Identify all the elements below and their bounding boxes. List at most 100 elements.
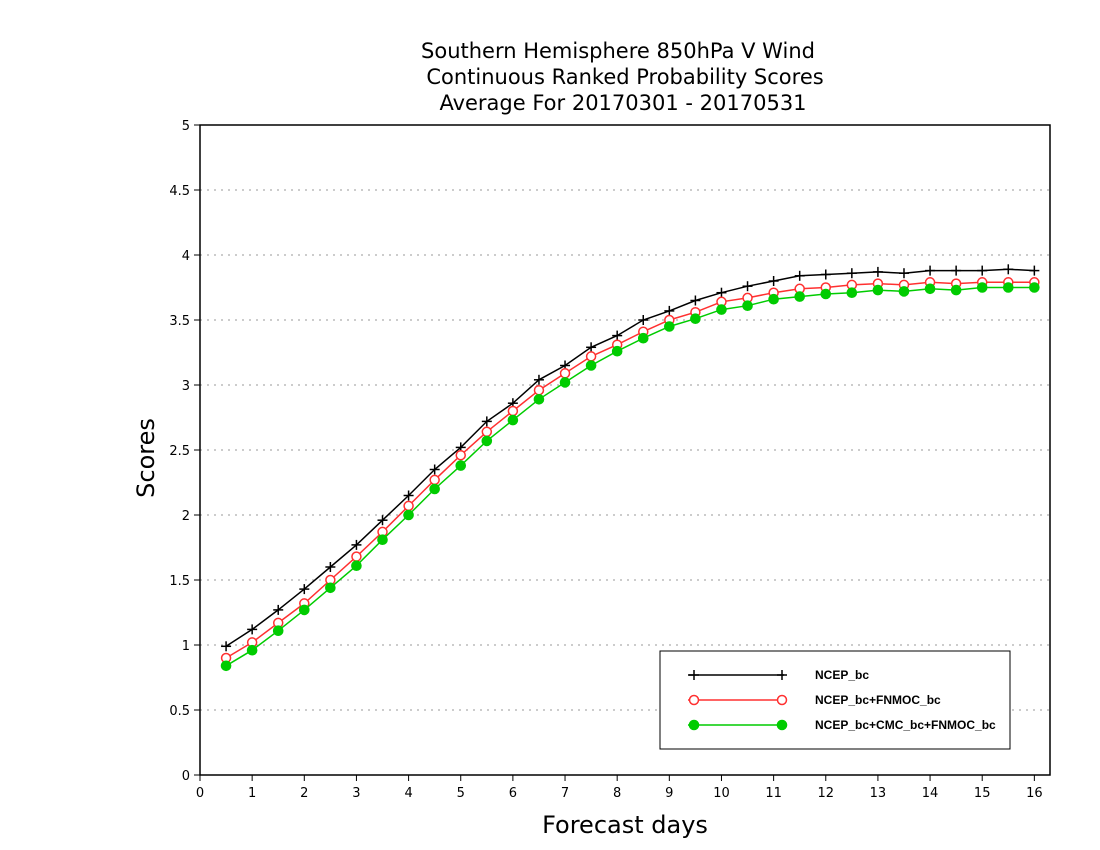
plus-marker bbox=[951, 265, 962, 276]
y-tick-label: 5 bbox=[182, 119, 190, 134]
filled-circle-marker bbox=[664, 321, 675, 332]
legend-entry: NCEP_bc+FNMOC_bc bbox=[688, 693, 941, 707]
plus-marker bbox=[351, 539, 362, 550]
x-tick-label: 2 bbox=[300, 786, 308, 801]
filled-circle-marker bbox=[768, 293, 779, 305]
y-tick-label: 3.5 bbox=[169, 314, 190, 329]
plus-marker bbox=[221, 641, 232, 652]
plus-marker bbox=[689, 670, 699, 680]
series-0 bbox=[221, 264, 1040, 652]
legend-entry: NCEP_bc bbox=[688, 668, 869, 682]
series-1 bbox=[220, 277, 1040, 664]
open-circle-marker bbox=[688, 694, 700, 706]
x-tick-label: 0 bbox=[196, 786, 204, 801]
x-tick-label: 9 bbox=[665, 786, 673, 801]
title-line-2: Continuous Ranked Probability Scores bbox=[426, 65, 823, 89]
filled-circle-marker bbox=[325, 582, 336, 594]
filled-circle-marker bbox=[637, 332, 649, 344]
plus-marker bbox=[377, 515, 388, 526]
y-axis-title: Scores bbox=[132, 418, 160, 498]
data-series bbox=[220, 264, 1040, 672]
filled-circle-marker bbox=[246, 644, 258, 656]
open-circle-marker bbox=[455, 449, 466, 461]
filled-circle-marker bbox=[872, 284, 884, 296]
plus-marker bbox=[898, 268, 909, 279]
filled-circle-marker bbox=[776, 719, 788, 731]
filled-circle-marker bbox=[976, 282, 988, 293]
plus-marker bbox=[742, 281, 753, 292]
legend-label: NCEP_bc+CMC_bc+FNMOC_bc bbox=[815, 718, 996, 732]
y-tick-label: 3 bbox=[182, 379, 190, 394]
filled-circle-marker bbox=[950, 284, 962, 296]
open-circle-marker bbox=[351, 551, 362, 562]
filled-circle-marker bbox=[507, 414, 519, 426]
filled-circle-marker bbox=[272, 625, 284, 637]
x-tick-label: 8 bbox=[613, 786, 621, 801]
plus-marker bbox=[872, 266, 883, 277]
x-tick-label: 3 bbox=[352, 786, 360, 801]
filled-circle-marker bbox=[794, 291, 805, 302]
y-tick-label: 1.5 bbox=[169, 574, 190, 589]
x-tick-label: 1 bbox=[248, 786, 256, 801]
plus-marker bbox=[586, 342, 597, 353]
open-circle-marker bbox=[559, 368, 571, 379]
plus-marker bbox=[533, 374, 544, 385]
gridlines bbox=[200, 189, 1050, 711]
y-tick-label: 2.5 bbox=[169, 444, 190, 459]
filled-circle-marker bbox=[429, 483, 440, 495]
open-circle-marker bbox=[585, 351, 597, 362]
filled-circle-marker bbox=[716, 304, 727, 315]
plus-marker bbox=[638, 315, 649, 325]
plus-marker bbox=[794, 270, 805, 281]
plus-marker bbox=[716, 287, 727, 298]
open-circle-marker bbox=[776, 694, 788, 706]
x-tick-label: 5 bbox=[457, 786, 465, 801]
open-circle-marker bbox=[403, 500, 414, 512]
title-line-1: Southern Hemisphere 850hPa V Wind bbox=[421, 39, 815, 63]
plus-marker bbox=[977, 265, 988, 276]
filled-circle-marker bbox=[924, 283, 936, 295]
plus-marker bbox=[777, 670, 787, 680]
plus-marker bbox=[273, 604, 284, 615]
filled-circle-marker bbox=[688, 719, 700, 731]
filled-circle-marker bbox=[403, 509, 414, 521]
plus-marker bbox=[325, 562, 336, 572]
plus-marker bbox=[820, 269, 831, 280]
x-tick-label: 6 bbox=[509, 786, 517, 801]
x-tick-label: 13 bbox=[870, 786, 887, 801]
open-circle-marker bbox=[481, 426, 493, 438]
y-tick-label: 4 bbox=[182, 249, 190, 264]
filled-circle-marker bbox=[481, 435, 493, 447]
filled-circle-marker bbox=[1029, 282, 1040, 293]
plus-marker bbox=[299, 584, 310, 595]
axes: 00.511.522.533.544.550 1 2 3 4 5 6 7 8 9 10 11 12 13 1… bbox=[169, 119, 1051, 801]
y-tick-label: 0.5 bbox=[169, 704, 190, 719]
plus-marker bbox=[846, 268, 857, 279]
plus-marker bbox=[612, 330, 623, 341]
plus-marker bbox=[1003, 264, 1014, 275]
chart-title: Southern Hemisphere 850hPa V Wind Contin… bbox=[421, 39, 824, 115]
series-line bbox=[225, 286, 1035, 667]
filled-circle-marker bbox=[1002, 282, 1014, 293]
legend-entry: NCEP_bc+CMC_bc+FNMOC_bc bbox=[688, 718, 996, 732]
filled-circle-marker bbox=[377, 534, 388, 546]
filled-circle-marker bbox=[351, 560, 362, 572]
x-tick-label: 4 bbox=[404, 786, 412, 801]
filled-circle-marker bbox=[298, 604, 310, 616]
y-tick-label: 2 bbox=[182, 509, 190, 524]
x-tick-label: 15 bbox=[974, 786, 991, 801]
title-line-3: Average For 20170301 - 20170531 bbox=[439, 91, 806, 115]
plus-marker bbox=[429, 464, 440, 475]
filled-circle-marker bbox=[585, 360, 597, 371]
legend-label: NCEP_bc bbox=[815, 668, 869, 682]
open-circle-marker bbox=[507, 405, 519, 417]
x-tick-label: 12 bbox=[817, 786, 834, 801]
filled-circle-marker bbox=[455, 460, 467, 471]
y-tick-label: 4.5 bbox=[169, 184, 190, 199]
x-axis-title: Forecast days bbox=[542, 811, 708, 839]
filled-circle-marker bbox=[559, 377, 571, 388]
filled-circle-marker bbox=[820, 288, 832, 300]
open-circle-marker bbox=[429, 474, 440, 486]
series-2 bbox=[220, 282, 1040, 672]
